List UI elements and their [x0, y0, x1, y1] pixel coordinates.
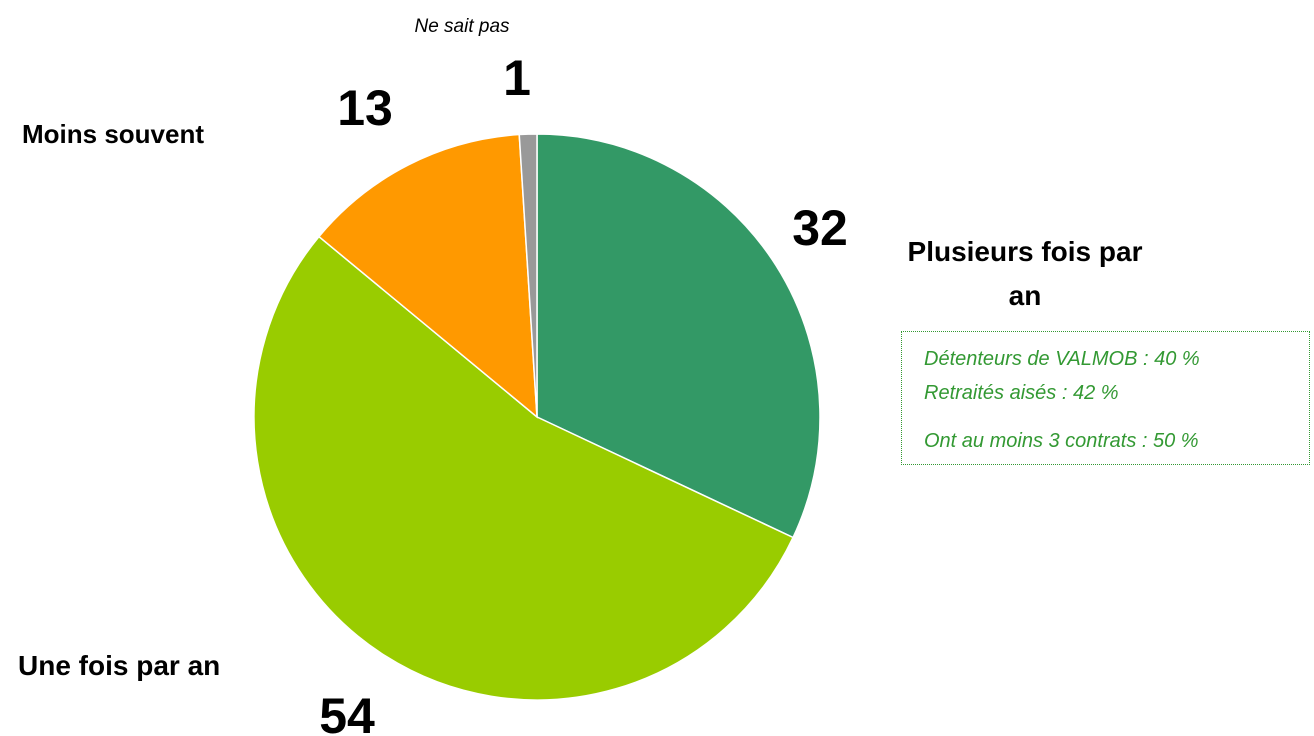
- value-label: 1: [503, 50, 531, 106]
- value-label: 54: [319, 688, 375, 736]
- category-label: Ne sait pas: [414, 16, 510, 37]
- annotation: Retraités aisés : 42 %: [924, 382, 1119, 404]
- pie-slice: [518, 133, 538, 418]
- annotation-box: Détenteurs de VALMOB : 40 % Retraités ais…: [901, 331, 1310, 465]
- pie-slice: [536, 133, 821, 539]
- pie-slice: [253, 235, 795, 701]
- category-label: Moins souvent: [22, 119, 205, 149]
- value-label: 32: [792, 200, 848, 256]
- category-label: Plusieurs fois par an: [907, 236, 1143, 311]
- value-label: 13: [337, 80, 393, 136]
- pie-slice: [317, 133, 538, 419]
- annotation: Ont au moins 3 contrats : 50 %: [924, 430, 1199, 452]
- category-label: Une fois par an: [18, 650, 221, 681]
- annotation: Détenteurs de VALMOB : 40 %: [924, 348, 1200, 370]
